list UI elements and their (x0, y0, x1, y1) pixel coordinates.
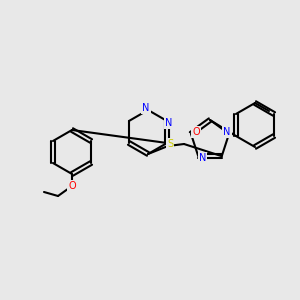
Text: O: O (192, 127, 200, 137)
Text: N: N (223, 127, 231, 137)
Text: O: O (68, 181, 76, 191)
Text: N: N (199, 153, 206, 163)
Text: N: N (142, 103, 150, 113)
Text: N: N (165, 118, 173, 128)
Text: S: S (167, 139, 173, 149)
